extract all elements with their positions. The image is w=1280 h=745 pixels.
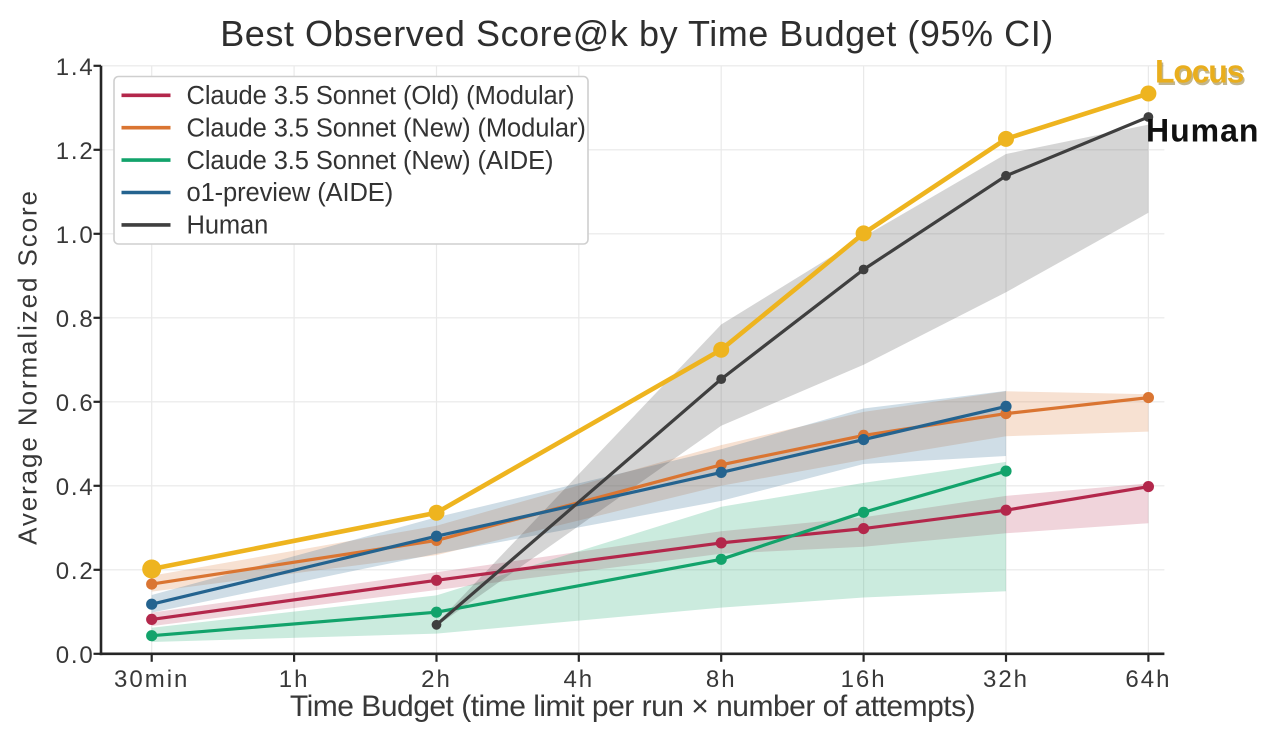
- svg-text:4h: 4h: [563, 666, 594, 693]
- svg-text:30min: 30min: [114, 666, 189, 693]
- svg-text:1.0: 1.0: [56, 222, 95, 249]
- svg-text:Time Budget (time limit per ru: Time Budget (time limit per run × number…: [290, 690, 975, 723]
- svg-text:Human: Human: [1146, 113, 1259, 149]
- svg-text:1.4: 1.4: [56, 54, 95, 81]
- svg-text:0.4: 0.4: [56, 474, 95, 501]
- svg-text:0.6: 0.6: [56, 390, 95, 417]
- svg-text:0.2: 0.2: [56, 558, 95, 585]
- svg-text:8h: 8h: [706, 666, 737, 693]
- svg-text:Human: Human: [187, 212, 269, 240]
- svg-text:Claude 3.5 Sonnet (Old) (Modul: Claude 3.5 Sonnet (Old) (Modular): [187, 82, 575, 110]
- svg-text:Average Normalized Score: Average Normalized Score: [13, 189, 43, 545]
- svg-text:Claude 3.5 Sonnet (New) (AIDE): Claude 3.5 Sonnet (New) (AIDE): [187, 147, 554, 175]
- svg-text:2h: 2h: [421, 666, 452, 693]
- svg-text:64h: 64h: [1125, 666, 1171, 693]
- svg-text:Locus: Locus: [1155, 54, 1244, 90]
- svg-text:1.2: 1.2: [56, 138, 95, 165]
- svg-text:1h: 1h: [279, 666, 310, 693]
- svg-text:16h: 16h: [841, 666, 887, 693]
- svg-text:0.0: 0.0: [56, 642, 95, 669]
- svg-text:Best Observed Score@k by Time: Best Observed Score@k by Time Budget (95…: [220, 13, 1054, 54]
- svg-text:32h: 32h: [983, 666, 1029, 693]
- svg-text:Claude 3.5 Sonnet (New) (Modul: Claude 3.5 Sonnet (New) (Modular): [187, 114, 586, 142]
- svg-text:o1-preview (AIDE): o1-preview (AIDE): [187, 179, 394, 207]
- svg-text:0.8: 0.8: [56, 306, 95, 333]
- svg-text:Locus: Locus: [1157, 56, 1246, 92]
